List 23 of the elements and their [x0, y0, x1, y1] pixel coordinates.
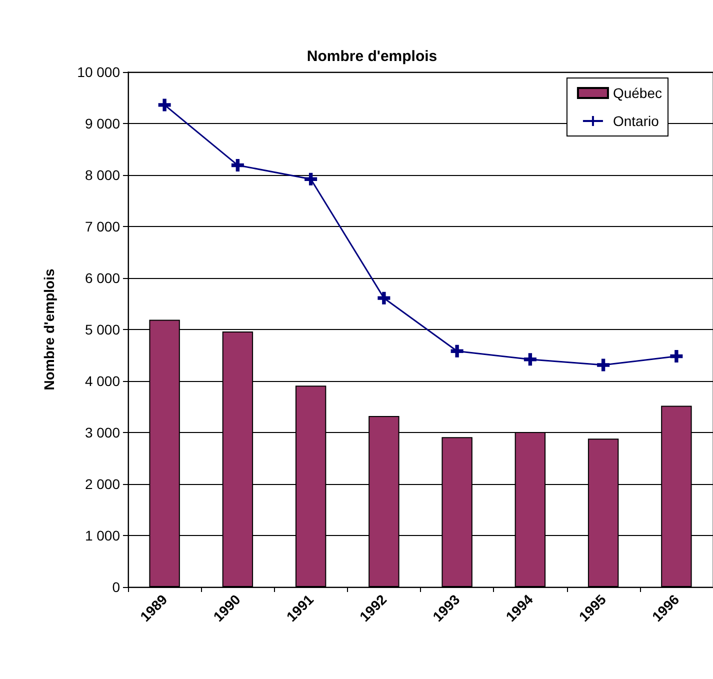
- y-tick-label: 1 000: [84, 528, 120, 544]
- y-tick-label: 0: [112, 579, 120, 595]
- y-tick-label: 5 000: [84, 322, 120, 338]
- y-tick-label: 10 000: [77, 64, 120, 80]
- chart-title: Nombre d'emplois: [306, 48, 438, 65]
- y-tick-label: 9 000: [84, 116, 120, 132]
- y-tick-label: 8 000: [84, 167, 120, 183]
- y-tick-label: 3 000: [84, 424, 120, 440]
- point: [670, 350, 683, 363]
- point: [450, 344, 464, 358]
- legend-label: Ontario: [612, 113, 660, 129]
- y-axis-title: Nombre d'emplois: [41, 268, 57, 390]
- y-tick-label: 6 000: [84, 270, 120, 286]
- point: [158, 98, 171, 112]
- point: [304, 172, 318, 186]
- point: [597, 358, 610, 372]
- y-tick-label: 7 000: [84, 218, 120, 234]
- y-tick-label: 2 000: [84, 476, 120, 492]
- y-tick-label: 4 000: [84, 373, 120, 389]
- point: [231, 158, 244, 172]
- legend-label: Québec: [612, 85, 662, 101]
- point: [524, 353, 536, 366]
- point: [378, 292, 390, 304]
